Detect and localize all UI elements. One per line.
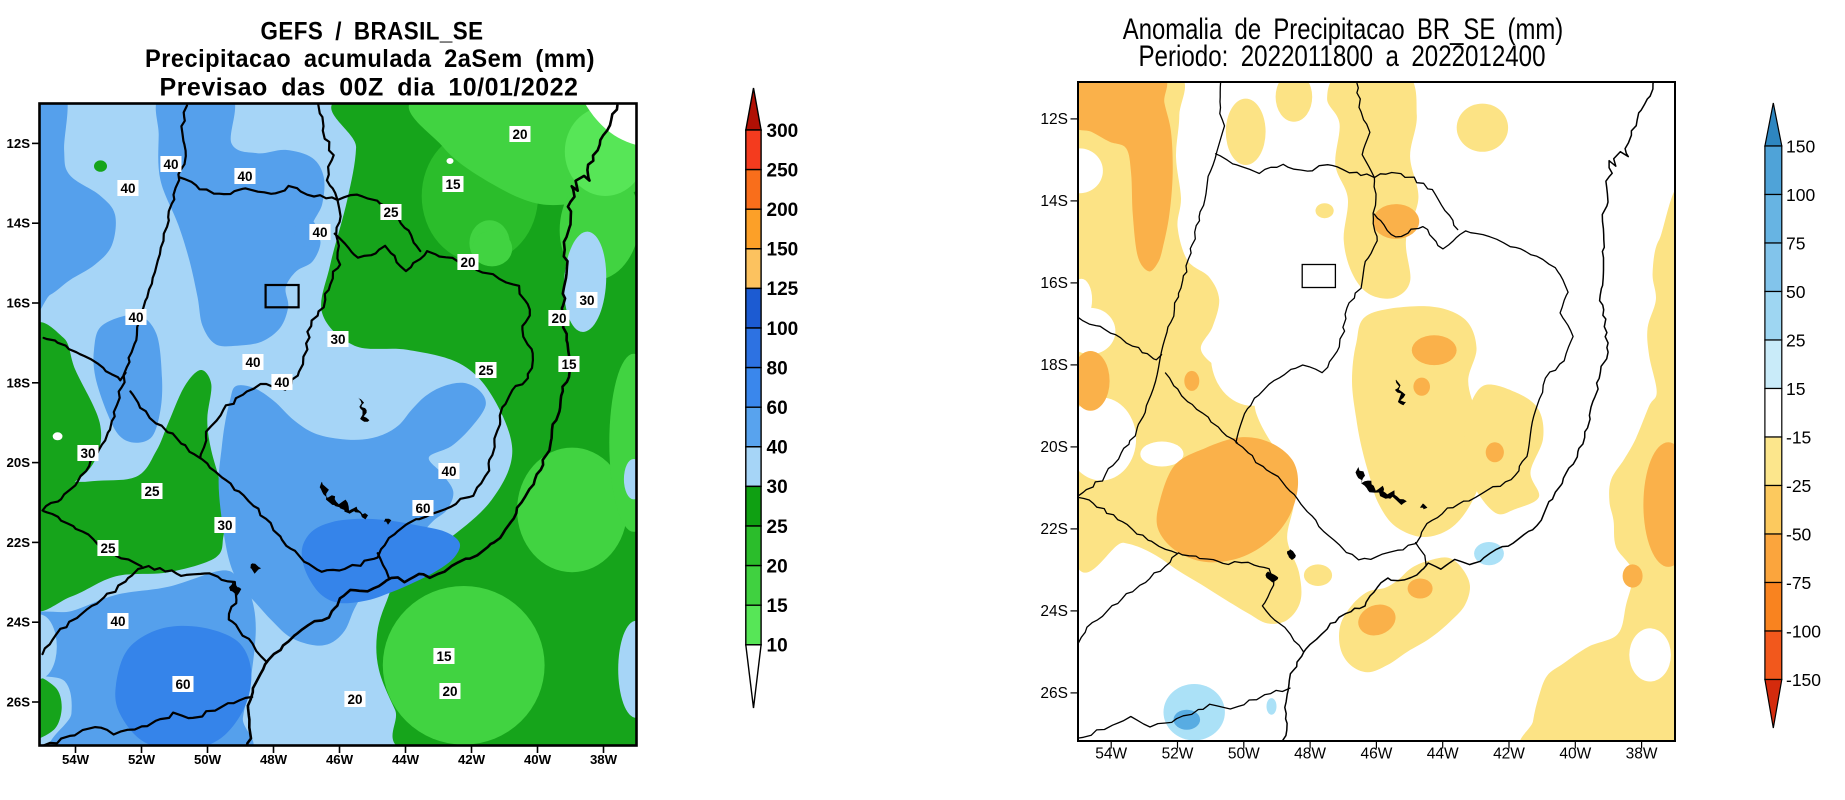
svg-text:25: 25 xyxy=(478,363,494,378)
svg-text:38W: 38W xyxy=(590,752,618,767)
svg-text:-15: -15 xyxy=(1786,427,1811,447)
svg-text:40: 40 xyxy=(110,614,125,629)
svg-text:20: 20 xyxy=(512,127,527,142)
svg-text:18S: 18S xyxy=(7,375,31,390)
svg-text:40W: 40W xyxy=(1559,746,1591,763)
svg-text:100: 100 xyxy=(767,319,799,340)
svg-text:20S: 20S xyxy=(7,455,31,470)
svg-text:42W: 42W xyxy=(1493,746,1525,763)
svg-text:80: 80 xyxy=(767,358,788,379)
svg-text:15: 15 xyxy=(561,357,577,372)
svg-text:50W: 50W xyxy=(1228,746,1260,763)
svg-text:12S: 12S xyxy=(7,136,31,151)
svg-text:40: 40 xyxy=(163,157,178,172)
svg-text:40: 40 xyxy=(245,355,260,370)
svg-text:Anomalia de Precipitacao BR_SE: Anomalia de Precipitacao BR_SE (mm) xyxy=(1123,13,1563,46)
svg-text:300: 300 xyxy=(767,121,799,142)
svg-text:30: 30 xyxy=(330,332,345,347)
svg-text:30: 30 xyxy=(80,446,95,461)
svg-text:20: 20 xyxy=(442,684,457,699)
svg-text:-150: -150 xyxy=(1786,670,1821,690)
svg-text:12S: 12S xyxy=(1040,111,1068,128)
svg-text:15: 15 xyxy=(1786,379,1805,399)
svg-text:Periodo: 2022011800 a 20220124: Periodo: 2022011800 a 2022012400 xyxy=(1138,40,1545,73)
svg-text:24S: 24S xyxy=(7,615,31,630)
svg-text:30: 30 xyxy=(579,293,594,308)
svg-text:30: 30 xyxy=(217,518,232,533)
svg-text:30: 30 xyxy=(767,477,788,498)
svg-text:16S: 16S xyxy=(7,296,31,311)
svg-text:48W: 48W xyxy=(260,752,288,767)
svg-text:18S: 18S xyxy=(1040,357,1068,374)
svg-text:16S: 16S xyxy=(1040,275,1068,292)
svg-text:60: 60 xyxy=(415,501,430,516)
svg-text:-25: -25 xyxy=(1786,476,1811,496)
svg-text:25: 25 xyxy=(1786,330,1805,350)
svg-text:60: 60 xyxy=(767,398,788,419)
svg-text:42W: 42W xyxy=(458,752,486,767)
svg-text:25: 25 xyxy=(100,541,116,556)
svg-text:20: 20 xyxy=(551,311,566,326)
svg-text:GEFS / BRASIL_SE: GEFS / BRASIL_SE xyxy=(260,18,483,45)
svg-text:Precipitacao acumulada 2aSem (: Precipitacao acumulada 2aSem (mm) xyxy=(145,45,595,73)
svg-text:14S: 14S xyxy=(1040,193,1068,210)
svg-text:40W: 40W xyxy=(524,752,552,767)
svg-text:22S: 22S xyxy=(1040,521,1068,538)
svg-text:48W: 48W xyxy=(1294,746,1326,763)
svg-text:46W: 46W xyxy=(1360,746,1392,763)
svg-text:22S: 22S xyxy=(7,535,31,550)
svg-text:25: 25 xyxy=(383,205,399,220)
svg-text:20: 20 xyxy=(460,255,475,270)
svg-text:52W: 52W xyxy=(128,752,156,767)
svg-text:50W: 50W xyxy=(194,752,222,767)
svg-text:54W: 54W xyxy=(62,752,90,767)
svg-text:40: 40 xyxy=(767,438,788,459)
svg-text:10: 10 xyxy=(767,636,788,657)
svg-text:40: 40 xyxy=(120,181,135,196)
svg-text:40: 40 xyxy=(312,225,327,240)
svg-text:25: 25 xyxy=(767,517,789,538)
svg-text:15: 15 xyxy=(445,177,461,192)
svg-text:38W: 38W xyxy=(1626,746,1658,763)
svg-text:15: 15 xyxy=(436,649,452,664)
svg-text:50: 50 xyxy=(1786,282,1806,302)
svg-text:54W: 54W xyxy=(1095,746,1127,763)
svg-text:-75: -75 xyxy=(1786,573,1811,593)
svg-text:40: 40 xyxy=(274,375,289,390)
svg-text:26S: 26S xyxy=(1040,685,1068,702)
svg-text:250: 250 xyxy=(767,160,799,181)
svg-text:52W: 52W xyxy=(1162,746,1194,763)
svg-text:15: 15 xyxy=(767,596,789,617)
svg-text:-50: -50 xyxy=(1786,524,1812,544)
svg-text:Previsao das 00Z dia 10/01/202: Previsao das 00Z dia 10/01/2022 xyxy=(160,73,579,101)
svg-text:44W: 44W xyxy=(392,752,420,767)
svg-text:150: 150 xyxy=(767,240,799,261)
svg-text:75: 75 xyxy=(1786,233,1805,253)
svg-text:40: 40 xyxy=(237,169,252,184)
svg-text:20: 20 xyxy=(767,556,788,577)
svg-text:20S: 20S xyxy=(1040,439,1068,456)
svg-text:150: 150 xyxy=(1786,136,1815,156)
svg-text:125: 125 xyxy=(767,279,799,300)
svg-text:25: 25 xyxy=(144,484,160,499)
svg-text:46W: 46W xyxy=(326,752,354,767)
svg-text:44W: 44W xyxy=(1427,746,1459,763)
svg-text:14S: 14S xyxy=(7,216,31,231)
svg-text:40: 40 xyxy=(128,310,143,325)
svg-text:100: 100 xyxy=(1786,185,1815,205)
svg-text:20: 20 xyxy=(347,692,362,707)
svg-text:40: 40 xyxy=(441,464,456,479)
svg-text:60: 60 xyxy=(175,677,190,692)
svg-text:200: 200 xyxy=(767,200,799,221)
svg-text:24S: 24S xyxy=(1040,603,1068,620)
svg-text:26S: 26S xyxy=(7,695,31,710)
svg-text:-100: -100 xyxy=(1786,621,1821,641)
